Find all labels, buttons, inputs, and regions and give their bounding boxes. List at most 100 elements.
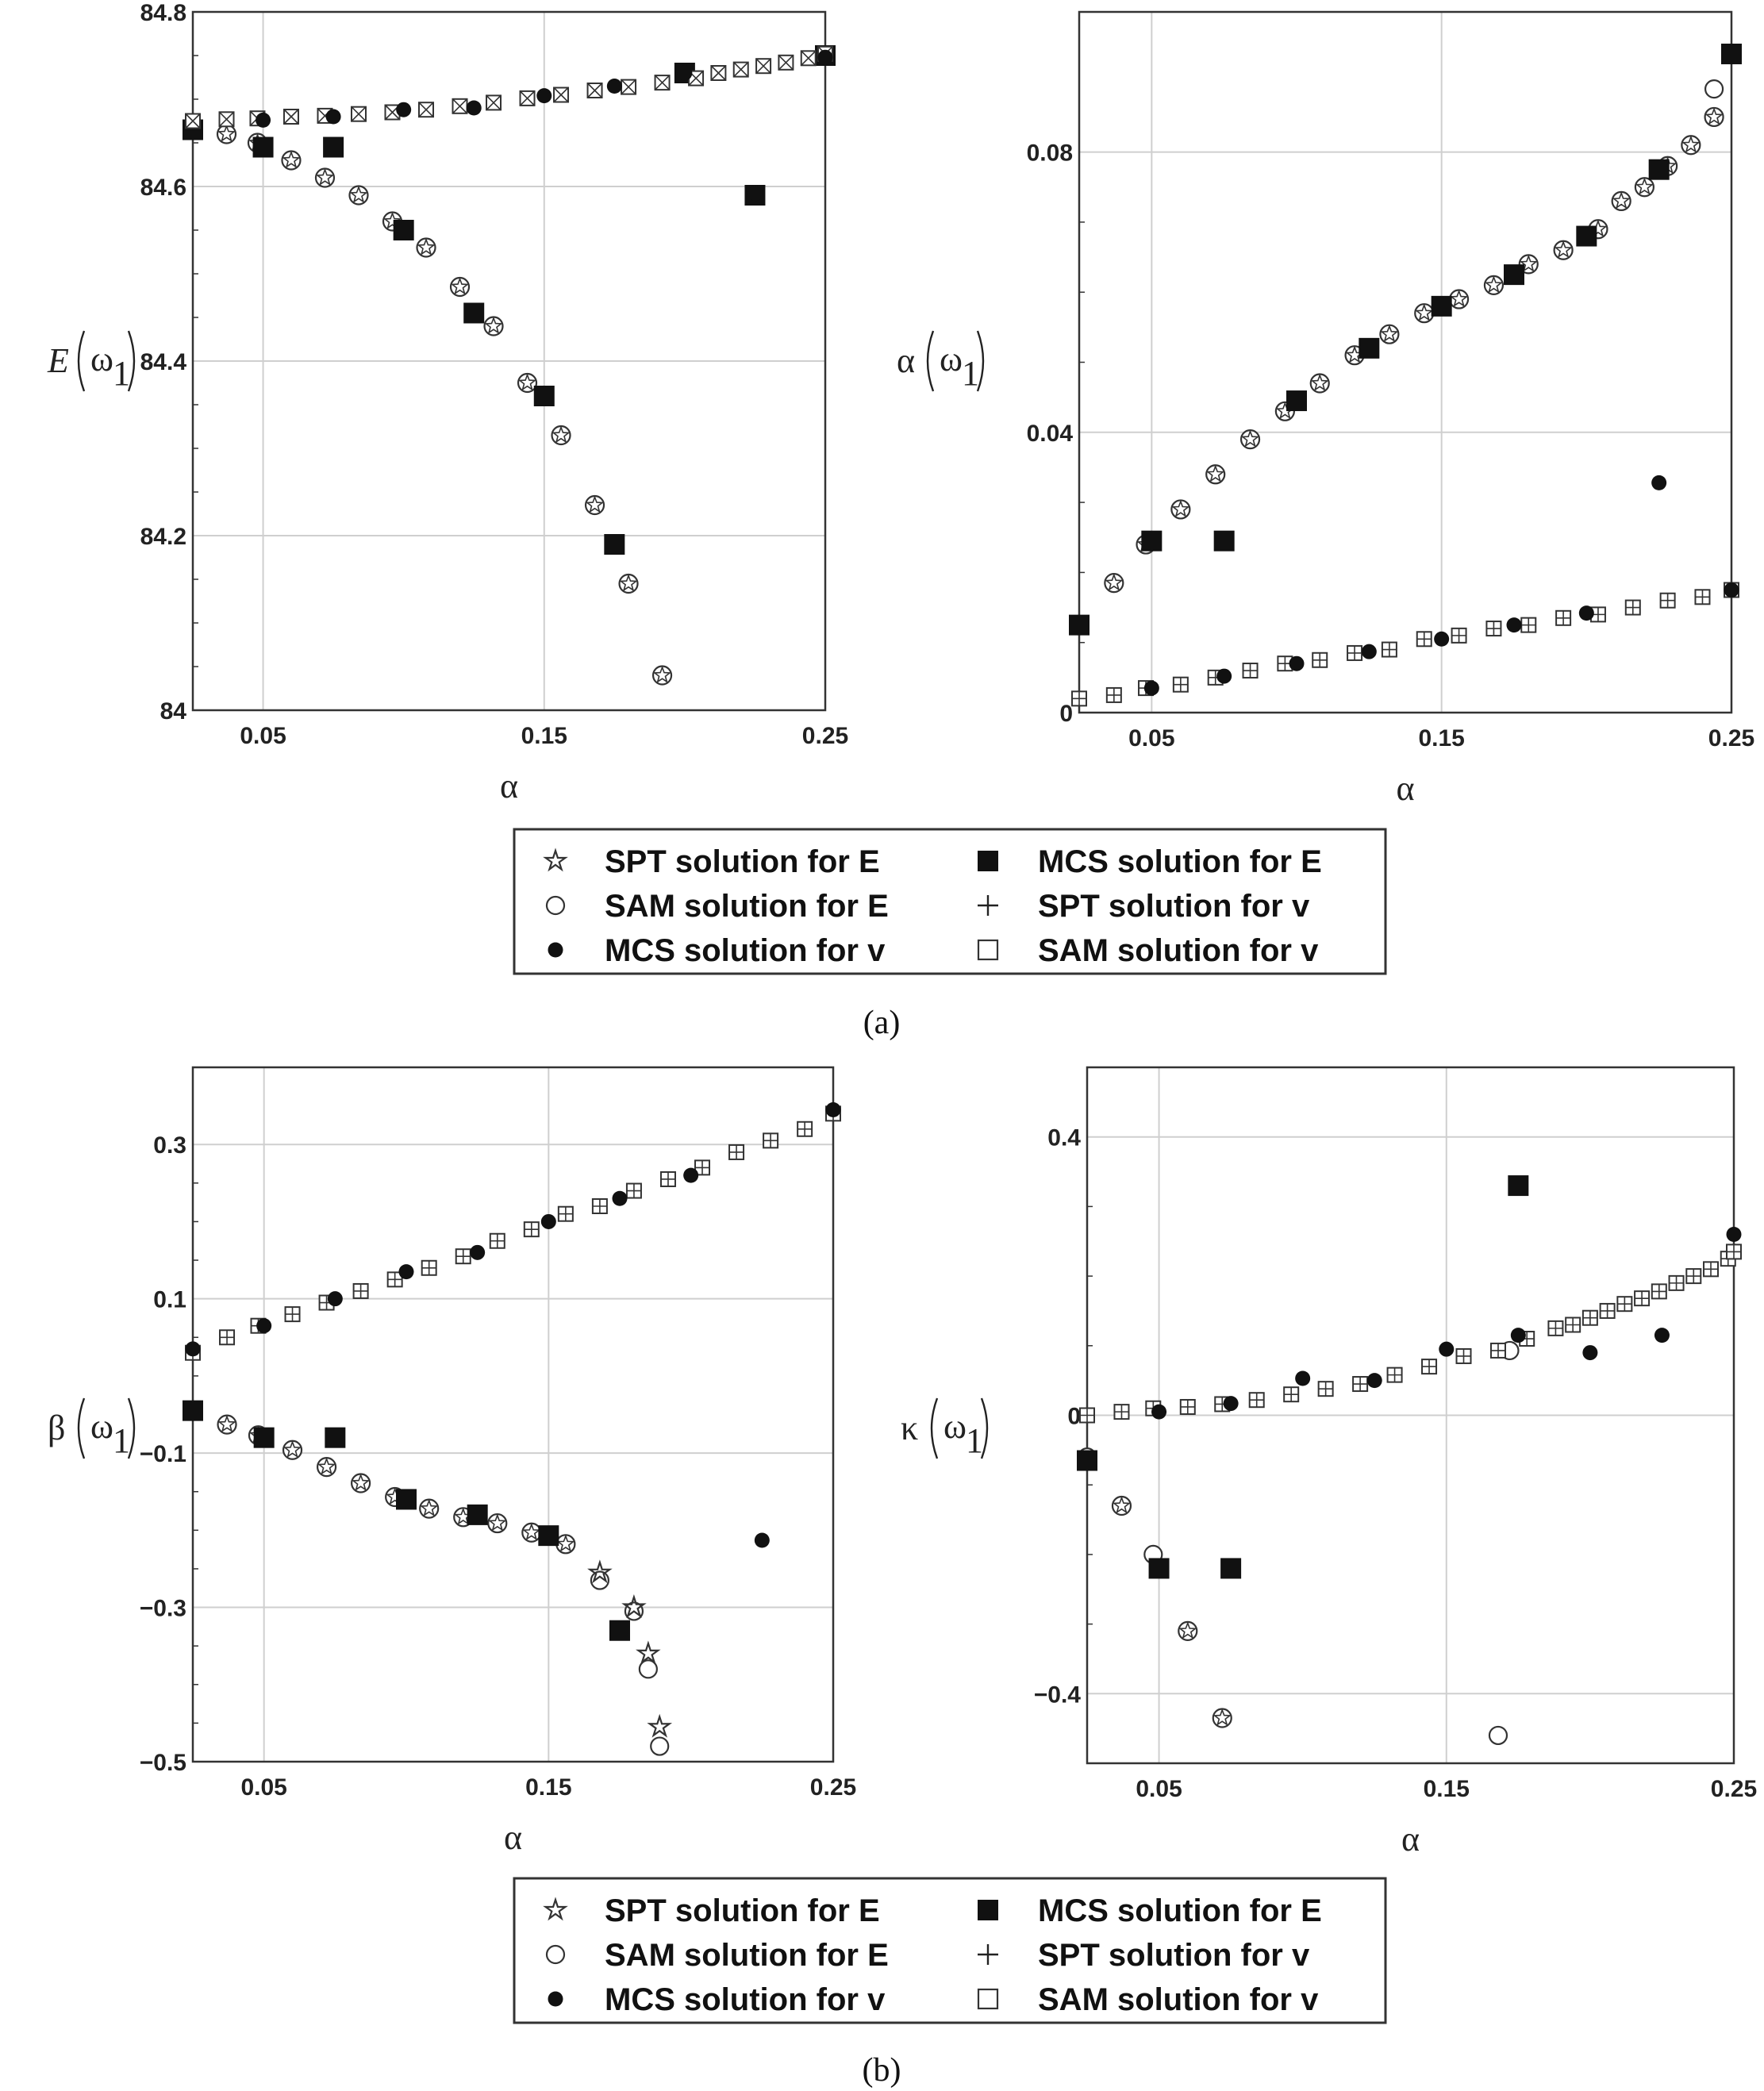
data-point — [1651, 475, 1667, 490]
data-point — [1170, 499, 1191, 520]
data-point-shape — [252, 136, 274, 158]
data-point — [1352, 1376, 1369, 1393]
data-point-plus — [1635, 1291, 1650, 1306]
data-point-plus — [626, 1183, 641, 1198]
legend-marker-shape — [978, 895, 998, 916]
data-point — [519, 90, 536, 106]
data-point-plus — [592, 1199, 607, 1213]
data-point-plus — [1617, 1297, 1632, 1312]
data-point — [618, 573, 639, 594]
legend-label: MCS solution for E — [1038, 1893, 1322, 1928]
data-point-star — [488, 1513, 507, 1532]
data-point-cross — [586, 83, 603, 98]
data-point-shape — [1431, 295, 1452, 317]
data-point-shape — [647, 1713, 673, 1738]
data-point-shape — [1143, 680, 1159, 696]
legend-b-items: SPT solution for E MCS solution for E SAM … — [543, 1893, 1322, 2017]
data-point — [489, 1232, 505, 1249]
data-point — [651, 665, 673, 686]
legend-marker — [543, 1897, 568, 1921]
data-point-plus — [1660, 593, 1675, 608]
data-point-plus — [1347, 645, 1362, 660]
y-label-open-paren — [930, 1397, 939, 1459]
data-point-plus — [421, 1260, 436, 1275]
y-tick-label: 0.3 — [153, 1132, 186, 1159]
data-point — [1616, 1296, 1633, 1313]
data-point-star — [1554, 240, 1573, 259]
data-point — [386, 1271, 403, 1288]
data-point — [1694, 589, 1711, 605]
data-point — [1504, 264, 1524, 286]
data-point — [418, 102, 435, 118]
data-point-cross — [710, 65, 726, 81]
data-point-plus — [1625, 600, 1640, 615]
data-point — [586, 83, 603, 98]
series-sam-solution-for-v — [185, 45, 833, 129]
data-point-shape — [463, 302, 485, 324]
data-point — [416, 237, 436, 258]
legend-marker — [978, 851, 998, 871]
data-point — [1451, 627, 1467, 644]
y-label-arg: ω — [943, 1407, 967, 1446]
legend-item: MCS solution for v — [548, 933, 886, 968]
data-point-shape — [1726, 1226, 1742, 1242]
data-point-plus — [1556, 610, 1571, 625]
data-point — [1578, 605, 1594, 621]
data-point-plus — [1114, 1405, 1129, 1420]
data-point-shape — [1704, 79, 1724, 99]
y-tick-label: 84.6 — [140, 175, 186, 201]
data-point — [1488, 1725, 1508, 1746]
x-tick-label: 0.25 — [810, 1774, 856, 1801]
data-point-shape — [1148, 1558, 1170, 1579]
y-tick-label: 84.8 — [140, 0, 186, 26]
data-point — [419, 1498, 440, 1519]
data-point — [1555, 609, 1572, 626]
legend-item: MCS solution for v — [548, 1982, 886, 2017]
data-point — [817, 49, 833, 65]
legend-marker — [545, 1944, 566, 1965]
data-point-shape — [1508, 1175, 1529, 1197]
data-point-shape — [393, 220, 414, 240]
data-point-star — [522, 1523, 541, 1541]
legend-marker-shape — [543, 848, 568, 872]
data-point-shape — [1359, 337, 1380, 359]
data-point-shape — [398, 1264, 414, 1280]
data-point-shape — [1434, 631, 1450, 647]
y-tick-label: 0.04 — [1027, 421, 1074, 447]
data-point — [1366, 1373, 1382, 1389]
data-point-cross — [733, 62, 749, 78]
data-point — [609, 1620, 630, 1641]
legend-marker-shape — [545, 1944, 566, 1965]
data-point — [256, 1318, 272, 1334]
legend-label: SAM solution for v — [1038, 933, 1319, 968]
data-point — [778, 54, 794, 71]
x-tick-label: 0.25 — [1708, 725, 1754, 751]
data-point-star — [619, 574, 638, 592]
data-point — [538, 1525, 559, 1547]
data-point-plus — [1243, 663, 1258, 678]
data-point-shape — [621, 1594, 647, 1619]
data-point-plus — [1312, 652, 1328, 667]
data-point-star — [282, 150, 301, 168]
data-point-shape — [609, 1620, 630, 1641]
data-point-shape — [256, 1318, 272, 1334]
data-point — [763, 1132, 779, 1149]
legend-label: SPT solution for v — [1038, 1938, 1310, 1973]
data-point — [1634, 1290, 1651, 1307]
data-point-plus — [1353, 1377, 1368, 1392]
data-point — [521, 1522, 542, 1543]
data-point-cross — [452, 98, 468, 114]
data-point — [1654, 1328, 1670, 1343]
data-point-star — [1704, 107, 1724, 125]
data-point-cross — [654, 75, 671, 90]
data-point-plus — [455, 1249, 471, 1264]
data-point — [1361, 644, 1377, 659]
data-point-shape — [467, 1504, 488, 1525]
legend-marker-shape — [545, 895, 566, 916]
data-point-star — [556, 1534, 575, 1552]
data-point — [1151, 1404, 1167, 1420]
data-point — [1520, 617, 1537, 633]
y-tick-label: 0.08 — [1027, 140, 1073, 167]
data-point-shape — [327, 1291, 343, 1307]
series-mcs-solution-for-v — [1143, 475, 1739, 696]
